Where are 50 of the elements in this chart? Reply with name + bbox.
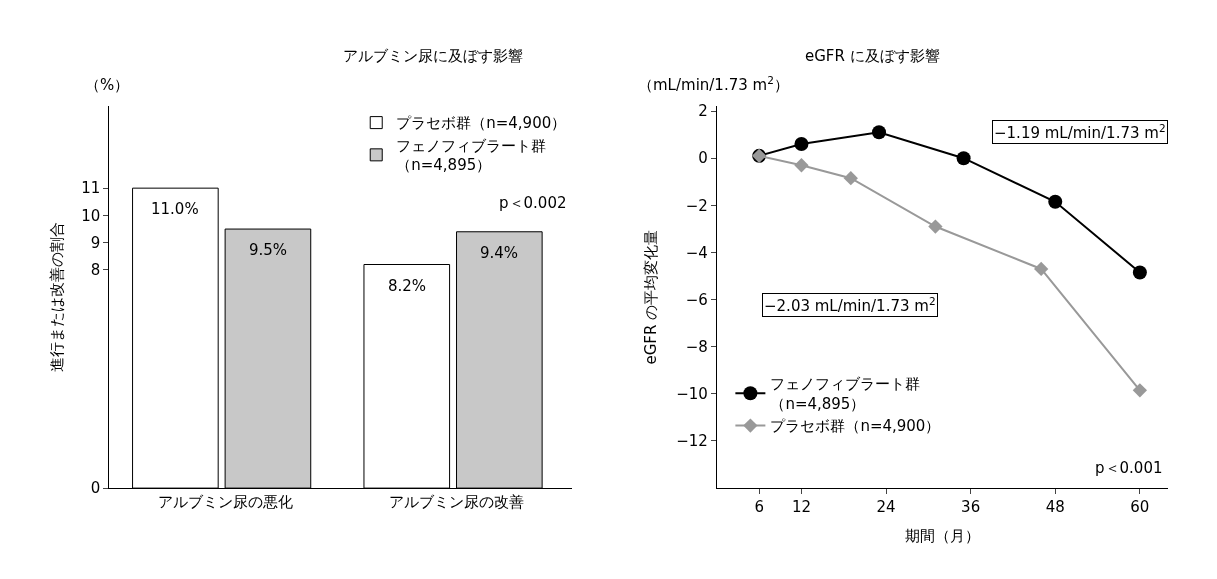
y-axis-title: eGFR の平均変化量 (642, 229, 661, 365)
legend-label: プラセボ群（n=4,900） (770, 417, 941, 436)
annotation: −2.03 mL/min/1.73 m$^{2}$ (764, 295, 936, 316)
y-tick-label: −8 (685, 337, 708, 356)
x-tick-label: 6 (754, 498, 764, 517)
point (956, 151, 971, 166)
x-tick-label: 36 (961, 498, 981, 517)
x-axis-title: 期間（月） (904, 527, 980, 546)
x-tick-label: アルブミン尿の改善 (389, 493, 525, 512)
annotation: p＜0.002 (499, 194, 567, 212)
point (794, 137, 809, 152)
data-label: 9.4% (480, 244, 519, 262)
x-tick-label: 48 (1045, 498, 1065, 517)
y-tick-label: −12 (676, 432, 708, 451)
point (794, 158, 809, 173)
x-tick-label: 12 (791, 498, 811, 517)
x-tick-label: 24 (876, 498, 896, 517)
data-label: 9.5% (249, 241, 288, 259)
y-tick-label: 10 (81, 206, 101, 225)
chart-title: アルブミン尿に及ぼす影響 (343, 47, 523, 65)
point (1048, 194, 1063, 209)
y-tick-label: −10 (676, 385, 708, 404)
text: （mL/min/1.73 m$^{2}$） (638, 74, 789, 95)
legend-label: プラセボ群（n=4,900） (396, 114, 567, 133)
legend-label: フェノフィブラート群（n=4,895） (396, 136, 547, 175)
point (928, 219, 943, 234)
y-tick-label: 11 (81, 179, 101, 198)
data-label: 8.2% (388, 277, 427, 295)
point (1132, 265, 1147, 280)
point (843, 171, 858, 186)
y-tick-label: −6 (685, 290, 708, 309)
point (1132, 383, 1148, 398)
y-tick-label: 0 (698, 149, 708, 168)
annotation: −1.19 mL/min/1.73 m$^{2}$ (994, 122, 1166, 143)
point (1034, 261, 1049, 277)
chart-title: eGFR に及ぼす影響 (805, 47, 940, 65)
x-tick-label: アルブミン尿の悪化 (157, 493, 293, 512)
point (872, 125, 886, 140)
annotation: p＜0.001 (1095, 459, 1163, 477)
x-tick-label: 60 (1130, 498, 1150, 517)
y-tick-label: 9 (90, 233, 101, 252)
y-axis-title: 進行または改善の割合 (47, 222, 66, 373)
y-tick-label: −2 (685, 196, 708, 215)
y-tick-label: 8 (90, 261, 101, 280)
legend-label: フェノフィブラート群（n=4,895） (770, 375, 921, 413)
y-tick-label: −4 (685, 243, 708, 262)
y-tick-label: 0 (90, 479, 101, 498)
y-tick-label: 2 (698, 102, 708, 121)
data-label: 11.0% (151, 200, 199, 218)
text: （%） (85, 76, 130, 94)
